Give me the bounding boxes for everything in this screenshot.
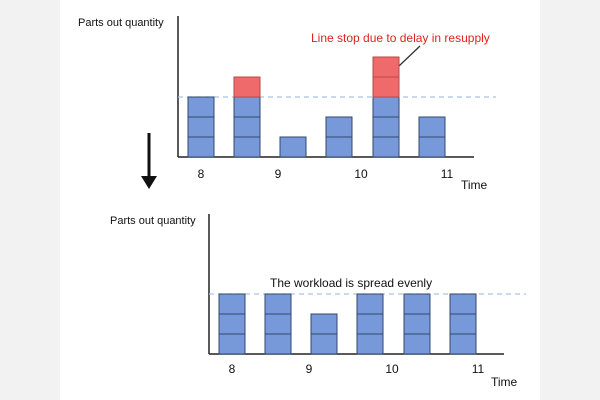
bar-block <box>233 116 261 138</box>
chart-before-leveling: Parts out quantity Time Line stop due to… <box>78 16 496 192</box>
bar-block <box>449 293 477 315</box>
bar-block <box>372 96 400 118</box>
x-tick-label: 10 <box>354 167 368 181</box>
x-tick-label: 10 <box>385 362 399 376</box>
x-tick-label: 9 <box>275 167 282 181</box>
bar <box>418 116 446 158</box>
bar <box>279 136 307 158</box>
bar-block <box>218 333 246 355</box>
bar-block <box>403 333 431 355</box>
x-axis-label: Time <box>491 375 518 389</box>
bar-block <box>264 293 292 315</box>
annotation-pointer <box>398 45 421 67</box>
x-tick-label: 8 <box>198 167 205 181</box>
bar <box>449 293 477 355</box>
bar-block-excess <box>372 76 400 98</box>
bar-block <box>264 333 292 355</box>
bar-block <box>187 116 215 138</box>
bar-block <box>418 136 446 158</box>
arrow-down-icon <box>141 133 157 189</box>
bar <box>187 96 215 158</box>
bar <box>233 76 261 158</box>
bar-block <box>310 313 338 335</box>
bar-block <box>449 333 477 355</box>
bar-block <box>325 116 353 138</box>
bar-block <box>403 293 431 315</box>
bar-block <box>356 293 384 315</box>
bar-block <box>310 333 338 355</box>
bar-block <box>279 136 307 158</box>
bar-block <box>372 116 400 138</box>
y-axis-label: Parts out quantity <box>110 215 196 227</box>
bar-block <box>264 313 292 335</box>
chart-after-leveling: Parts out quantity Time The workload is … <box>110 214 526 389</box>
bar <box>403 293 431 355</box>
bar <box>372 56 400 158</box>
bar-block <box>218 313 246 335</box>
bar <box>264 293 292 355</box>
bar-block <box>356 333 384 355</box>
bar-block <box>187 96 215 118</box>
bar-block <box>356 313 384 335</box>
bar-block-excess <box>372 56 400 78</box>
x-tick-label: 11 <box>472 362 485 376</box>
even-workload-annotation: The workload is spread evenly <box>270 276 432 290</box>
bar <box>310 313 338 355</box>
x-tick-label: 9 <box>306 362 313 376</box>
bar-block <box>187 136 215 158</box>
bar-block <box>218 293 246 315</box>
bar-block <box>449 313 477 335</box>
bar <box>356 293 384 355</box>
bar-block-excess <box>233 76 261 98</box>
bar-block <box>372 136 400 158</box>
line-stop-annotation: Line stop due to delay in resupply <box>311 31 490 45</box>
x-tick-label: 8 <box>229 362 236 376</box>
bar-block <box>233 96 261 118</box>
bar-block <box>418 116 446 138</box>
x-tick-label: 11 <box>441 167 454 181</box>
bar-block <box>233 136 261 158</box>
y-axis-label: Parts out quantity <box>78 17 164 29</box>
bar <box>325 116 353 158</box>
bar-block <box>325 136 353 158</box>
bar <box>218 293 246 355</box>
x-axis-label: Time <box>461 178 488 192</box>
bar-block <box>403 313 431 335</box>
